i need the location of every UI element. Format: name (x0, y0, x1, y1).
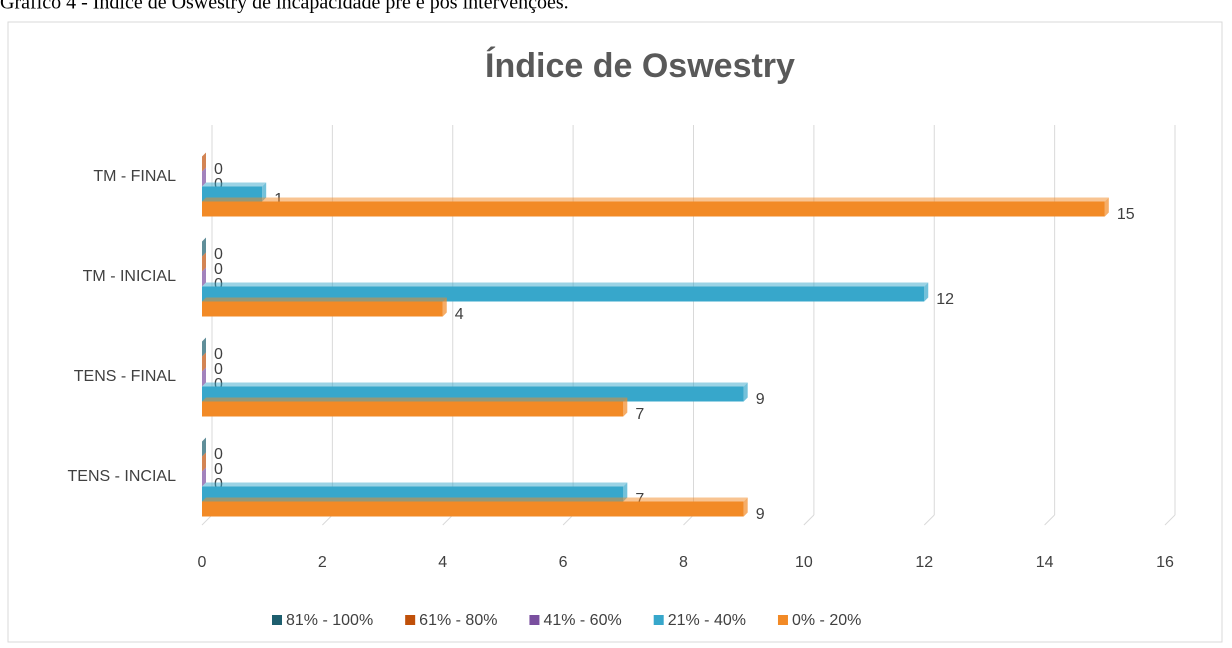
bar (202, 301, 443, 317)
bar-depth (743, 382, 748, 402)
x-tick-label: 0 (198, 554, 207, 571)
data-label: 0 (214, 161, 223, 178)
x-tick-label: 10 (795, 554, 813, 571)
legend-swatch (405, 615, 416, 625)
data-label: 0 (214, 446, 223, 463)
grid-depth (803, 514, 815, 526)
y-tick-label: TENS - FINAL (74, 368, 176, 385)
legend-swatch (777, 615, 788, 625)
bar-depth (202, 437, 206, 457)
bar-depth (262, 182, 267, 202)
data-label: 4 (455, 306, 464, 323)
x-tick-label: 14 (1036, 554, 1054, 571)
grid-depth (322, 514, 333, 526)
data-label: 15 (1117, 206, 1135, 223)
bar-top (202, 282, 929, 287)
bar-top (202, 297, 447, 302)
bar (202, 201, 1105, 217)
bar-top (202, 497, 748, 502)
data-label: 7 (635, 406, 644, 423)
bar-depth (202, 267, 206, 287)
bar-top (202, 382, 748, 387)
x-tick-label: 8 (679, 554, 688, 571)
data-label: 0 (214, 361, 223, 378)
bar-depth (743, 497, 748, 517)
bar-depth (202, 252, 206, 272)
grid-depth (923, 514, 935, 526)
legend-label: 21% - 40% (668, 612, 746, 629)
bar-top (202, 482, 628, 487)
bar-depth (924, 282, 929, 302)
grid-depth (1044, 514, 1055, 526)
x-tick-label: 6 (559, 554, 568, 571)
y-tick-label: TM - INICIAL (83, 268, 176, 285)
legend-swatch (272, 615, 282, 625)
y-tick-label: TM - FINAL (93, 168, 176, 185)
chart-title: Índice de Oswestry (485, 47, 795, 85)
bar-top (202, 182, 267, 187)
grid-depth (201, 514, 213, 526)
chart-frame (7, 21, 1223, 643)
bar-depth (623, 397, 628, 417)
bar (202, 501, 744, 517)
bar-depth (1104, 197, 1109, 217)
caption: Gráfico 4 - Índice de Oswestry de incapa… (0, 0, 569, 14)
legend-label: 81% - 100% (286, 612, 373, 629)
data-label: 9 (756, 391, 765, 408)
bar-top (202, 197, 1109, 202)
bar-depth (202, 352, 206, 372)
bar-depth (202, 337, 206, 357)
legend-label: 61% - 80% (419, 612, 497, 629)
x-tick-label: 16 (1156, 554, 1174, 571)
x-tick-label: 12 (915, 554, 933, 571)
bar-depth (202, 237, 206, 257)
grid-depth (683, 514, 694, 526)
data-label: 0 (214, 461, 223, 478)
x-tick-label: 4 (438, 554, 447, 571)
grid-depth (1164, 514, 1176, 526)
data-label: 12 (936, 291, 954, 308)
bar-depth (202, 152, 206, 172)
bar-depth (442, 297, 447, 317)
legend-label: 0% - 20% (792, 612, 861, 629)
bar-depth (202, 452, 206, 472)
bar-depth (202, 167, 206, 187)
x-tick-label: 2 (318, 554, 327, 571)
data-label: 0 (214, 346, 223, 363)
bar-depth (202, 467, 206, 487)
data-label: 0 (214, 246, 223, 263)
bar-depth (623, 482, 628, 502)
grid-depth (442, 514, 454, 526)
bar (202, 401, 624, 417)
bar-top (202, 397, 628, 402)
legend-label: 41% - 60% (543, 612, 621, 629)
data-label: 9 (756, 506, 765, 523)
legend-swatch (529, 615, 540, 625)
legend-swatch (653, 615, 664, 625)
bar-depth (202, 367, 206, 387)
y-tick-label: TENS - INCIAL (68, 468, 177, 485)
grid-depth (562, 514, 574, 526)
data-label: 0 (214, 261, 223, 278)
